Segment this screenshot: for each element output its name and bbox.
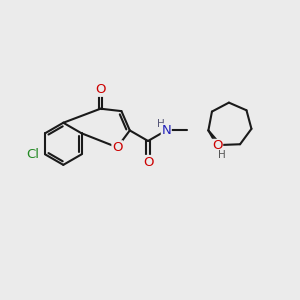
Text: O: O (95, 83, 106, 96)
Text: H: H (157, 119, 165, 129)
Text: H: H (218, 150, 226, 160)
Text: O: O (112, 141, 122, 154)
Text: O: O (212, 140, 223, 152)
Text: O: O (143, 155, 153, 169)
Text: Cl: Cl (26, 148, 40, 161)
Text: N: N (161, 124, 171, 137)
